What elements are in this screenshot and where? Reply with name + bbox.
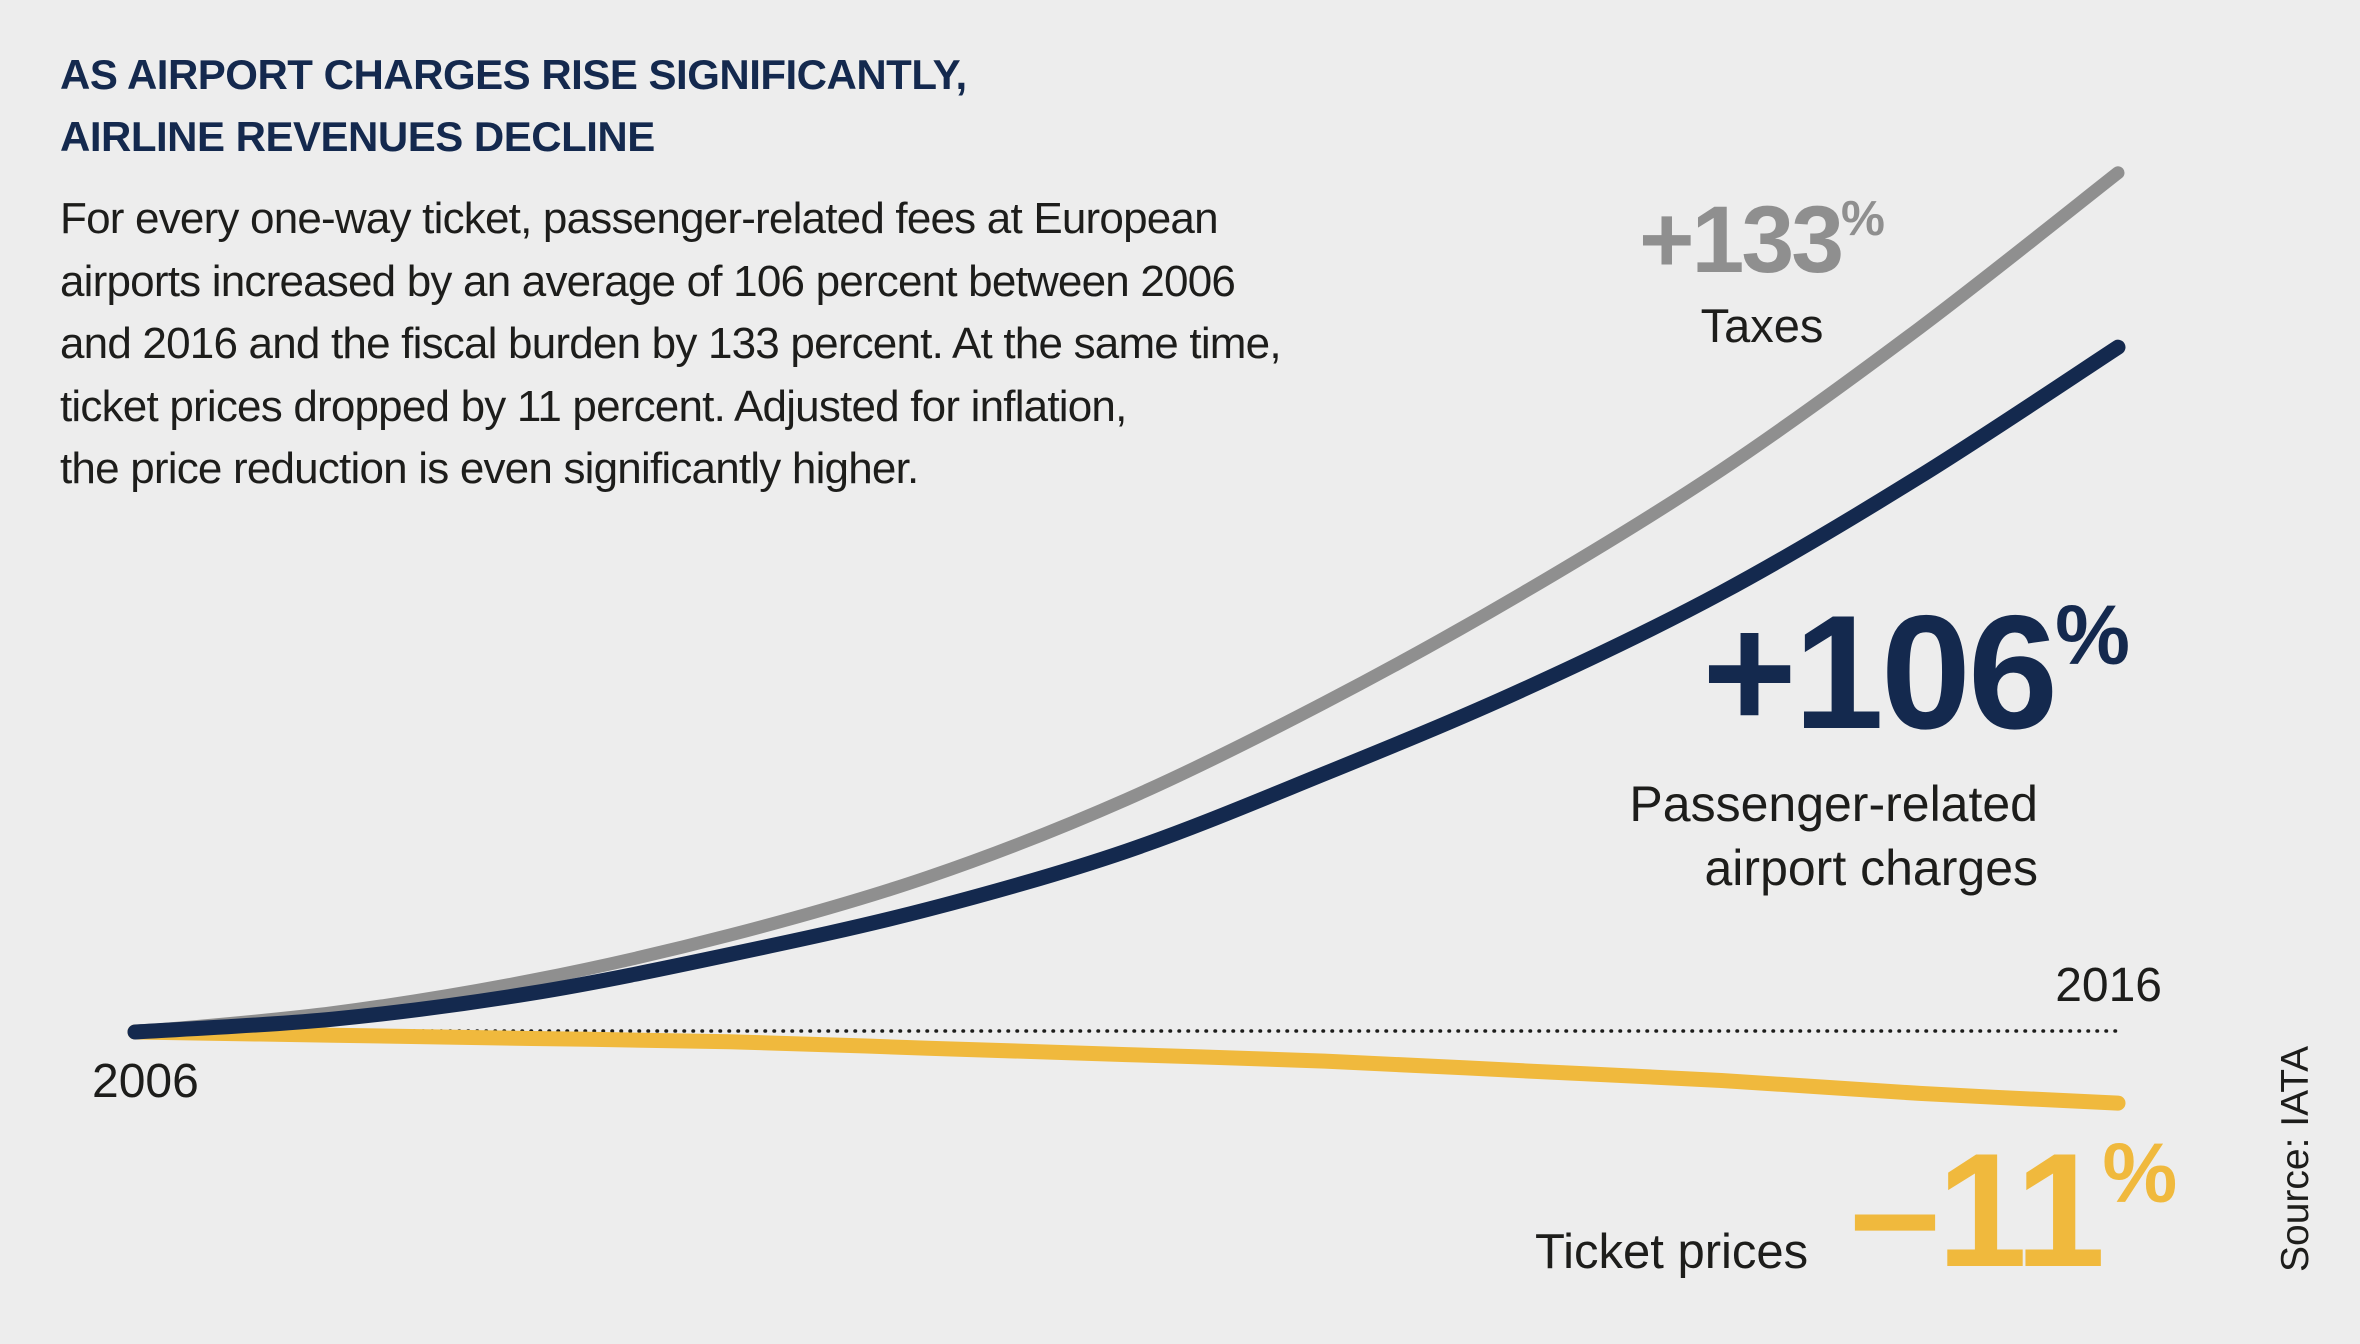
charges-percent-sign: % <box>2055 588 2130 683</box>
airport-charges-annotation: +106% Passenger-related airport charges <box>1500 592 2130 900</box>
axis-label-2006: 2006 <box>92 1055 199 1108</box>
ticket-value: –11% <box>1850 1130 2177 1292</box>
taxes-label: Taxes <box>1700 299 1824 352</box>
taxes-value: +133% <box>1592 193 1932 288</box>
axis-label-2016: 2016 <box>2055 959 2162 1012</box>
taxes-number: +133 <box>1639 187 1844 293</box>
taxes-annotation: +133% Taxes <box>1592 193 1932 354</box>
chart-description: For every one-way ticket, passenger-rela… <box>60 194 1282 493</box>
title-line-2: AIRLINE REVENUES DECLINE <box>60 113 655 160</box>
source-credit: Source: IATA <box>2274 1045 2317 1272</box>
charges-value: +106% <box>1500 592 2130 754</box>
charges-number: +106 <box>1702 582 2058 763</box>
taxes-percent-sign: % <box>1841 190 1885 246</box>
passenger-related-airport-charges-line <box>127 339 2126 1040</box>
charges-label: Passenger-related airport charges <box>1629 776 2038 896</box>
ticket-percent-sign: % <box>2102 1126 2178 1221</box>
ticket-number: –11 <box>1850 1120 2105 1301</box>
ticket-prices-annotation: –11% <box>1850 1130 2177 1292</box>
ticket-prices-line <box>127 1024 2126 1111</box>
page-title: AS AIRPORT CHARGES RISE SIGNIFICANTLY, A… <box>60 44 967 168</box>
title-line-1: AS AIRPORT CHARGES RISE SIGNIFICANTLY, <box>60 51 967 98</box>
ticket-prices-label: Ticket prices <box>1535 1225 1809 1279</box>
taxes-line <box>128 166 2125 1039</box>
